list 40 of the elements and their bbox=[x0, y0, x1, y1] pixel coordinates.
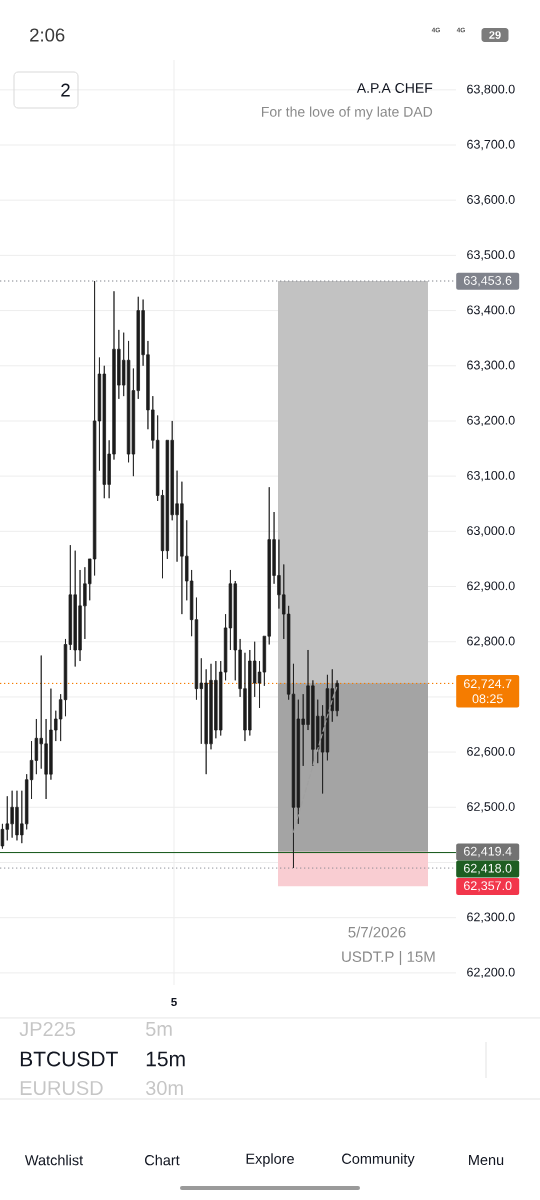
y-tick-label: 63,600.0 bbox=[467, 195, 515, 206]
text: Community bbox=[342, 1153, 415, 1167]
annotation: USDT.P | 15M bbox=[342, 950, 435, 966]
text: A.P.A CHEF bbox=[356, 83, 433, 93]
text: Menu bbox=[469, 1154, 504, 1166]
y-tick-label: 62,300.0 bbox=[467, 912, 515, 923]
ref-line-label: 62,418.0 bbox=[463, 863, 512, 875]
y-tick-label: 63,700.0 bbox=[467, 139, 515, 151]
text: 30m bbox=[145, 1080, 183, 1096]
y-tick-label: 62,200.0 bbox=[467, 967, 515, 979]
text: Watchlist bbox=[24, 1154, 84, 1166]
text: 08:25 bbox=[472, 694, 503, 704]
text: For the love of my late DAD bbox=[261, 106, 433, 120]
text: JP225 bbox=[19, 1021, 76, 1037]
y-tick-label: 63,800.0 bbox=[467, 84, 515, 95]
y-tick-label: 62,500.0 bbox=[467, 802, 515, 813]
ref-line-label: 63,453.6 bbox=[463, 276, 512, 287]
band-label: 62,357.0 bbox=[463, 881, 512, 892]
y-tick-label: 62,600.0 bbox=[467, 746, 515, 758]
y-tick-label: 63,300.0 bbox=[467, 360, 515, 371]
annotation: 5/7/2026 bbox=[348, 926, 406, 938]
y-tick-label: 63,200.0 bbox=[467, 415, 515, 427]
y-tick-label: 63,000.0 bbox=[467, 526, 515, 537]
y-tick-label: 63,100.0 bbox=[467, 470, 515, 482]
text: 5m bbox=[146, 1022, 172, 1036]
text: Chart bbox=[145, 1154, 180, 1166]
text: BTCUSDT bbox=[20, 1051, 118, 1067]
text: EURUSD bbox=[20, 1080, 103, 1096]
text: 5 bbox=[171, 998, 177, 1007]
annotation: 2 bbox=[61, 83, 70, 97]
text: Explore bbox=[246, 1153, 294, 1167]
y-tick-label: 63,500.0 bbox=[467, 250, 515, 261]
text: 2:06 bbox=[30, 28, 65, 42]
text: 15m bbox=[146, 1051, 185, 1067]
ref-line-label: 62,724.7 bbox=[463, 679, 512, 690]
y-tick-label: 62,800.0 bbox=[467, 636, 515, 647]
y-tick-label: 62,900.0 bbox=[467, 581, 515, 592]
text: 29 bbox=[489, 31, 501, 39]
y-tick-label: 63,400.0 bbox=[467, 305, 515, 316]
band-label: 62,419.4 bbox=[463, 846, 512, 858]
